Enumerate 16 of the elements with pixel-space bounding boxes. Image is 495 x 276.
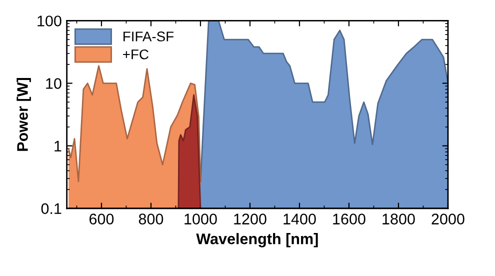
legend-label: FIFA-SF (124, 32, 174, 42)
legend-label: +FC (123, 49, 148, 60)
y-axis-title: Power [W] (16, 78, 31, 151)
y-tick-label: 100 (38, 16, 62, 26)
x-tick-label: 1400 (284, 214, 316, 224)
x-tick-label: 800 (138, 214, 164, 224)
x-axis-title: Wavelength [nm] (196, 233, 318, 248)
x-tick-label: 2000 (432, 214, 464, 224)
x-tick-label: 1600 (333, 214, 366, 224)
x-tick-label: 1800 (382, 214, 415, 224)
y-tick-label: 0.1 (41, 203, 62, 214)
y-tick-label: 1 (54, 140, 62, 152)
x-tick-label: 600 (90, 214, 114, 224)
y-tick-label: 10 (46, 78, 62, 89)
x-tick-label: 1000 (184, 214, 217, 224)
x-tick-label: 1200 (234, 214, 266, 224)
